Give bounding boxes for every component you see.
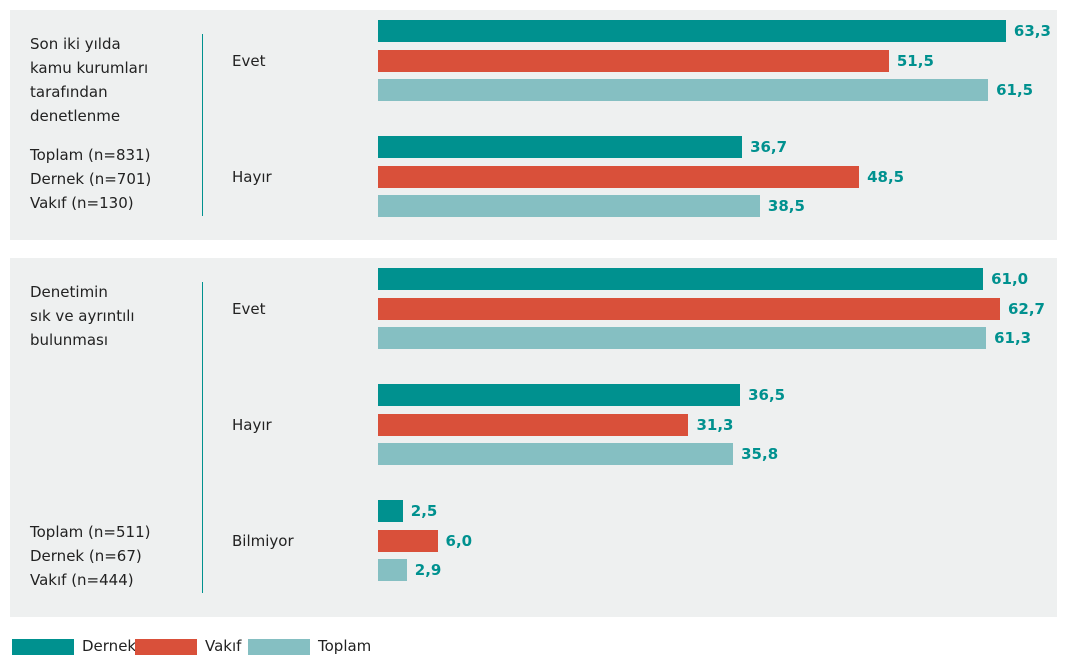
legend-label: Toplam (318, 637, 372, 655)
legend-swatch (248, 639, 310, 655)
category-label: Bilmiyor (232, 531, 294, 550)
value-label: 2,5 (410, 502, 438, 520)
panel-title: Son iki yılda kamu kurumları tarafından … (30, 35, 149, 125)
bar (378, 79, 989, 101)
sample-note: Vakıf (n=130) (30, 194, 134, 212)
legend-label: Dernek (82, 637, 137, 655)
divider (202, 282, 203, 593)
value-label: 2,9 (414, 561, 442, 579)
category-label: Hayır (232, 415, 272, 434)
panel: Denetimin sık ve ayrıntılı bulunması Topl… (10, 258, 1057, 617)
bar (378, 136, 743, 158)
legend-label: Vakıf (205, 637, 242, 655)
sample-note: Dernek (n=701) (30, 170, 152, 188)
value-label: 62,7 (1007, 299, 1045, 318)
bar (378, 327, 987, 349)
sample-note: Toplam (n=831) (30, 146, 151, 164)
legend-swatch (135, 639, 197, 655)
bar (378, 384, 741, 406)
panel-title: Denetimin sık ve ayrıntılı bulunması (30, 283, 135, 349)
bar (378, 20, 1006, 42)
bar (378, 165, 860, 188)
value-label: 61,5 (996, 81, 1034, 99)
bar (378, 268, 984, 290)
sample-note: Vakıf (n=444) (30, 571, 134, 589)
sample-note: Dernek (n=67) (30, 547, 142, 565)
value-label: 6,0 (445, 531, 473, 550)
bar (378, 500, 403, 522)
value-label: 38,5 (767, 197, 805, 215)
bar (378, 195, 760, 217)
value-label: 63,3 (1013, 22, 1051, 40)
value-label: 61,3 (994, 329, 1032, 347)
bar (378, 413, 689, 436)
value-label: 61,0 (991, 270, 1029, 288)
value-label: 51,5 (896, 51, 934, 70)
category-label: Evet (232, 299, 266, 318)
legend-swatch (12, 639, 74, 655)
value-label: 36,7 (750, 138, 788, 156)
value-label: 48,5 (867, 167, 905, 186)
panel: Son iki yılda kamu kurumları tarafından … (10, 10, 1057, 240)
category-label: Evet (232, 51, 266, 70)
value-label: 31,3 (696, 415, 734, 434)
bar (378, 297, 1000, 320)
bar (378, 529, 438, 552)
value-label: 36,5 (748, 386, 786, 404)
category-label: Hayır (232, 167, 272, 186)
divider (202, 34, 203, 216)
value-label: 35,8 (741, 445, 779, 463)
bar (378, 559, 407, 581)
sample-note: Toplam (n=511) (30, 523, 151, 541)
bar (378, 443, 734, 465)
bar (378, 49, 889, 72)
